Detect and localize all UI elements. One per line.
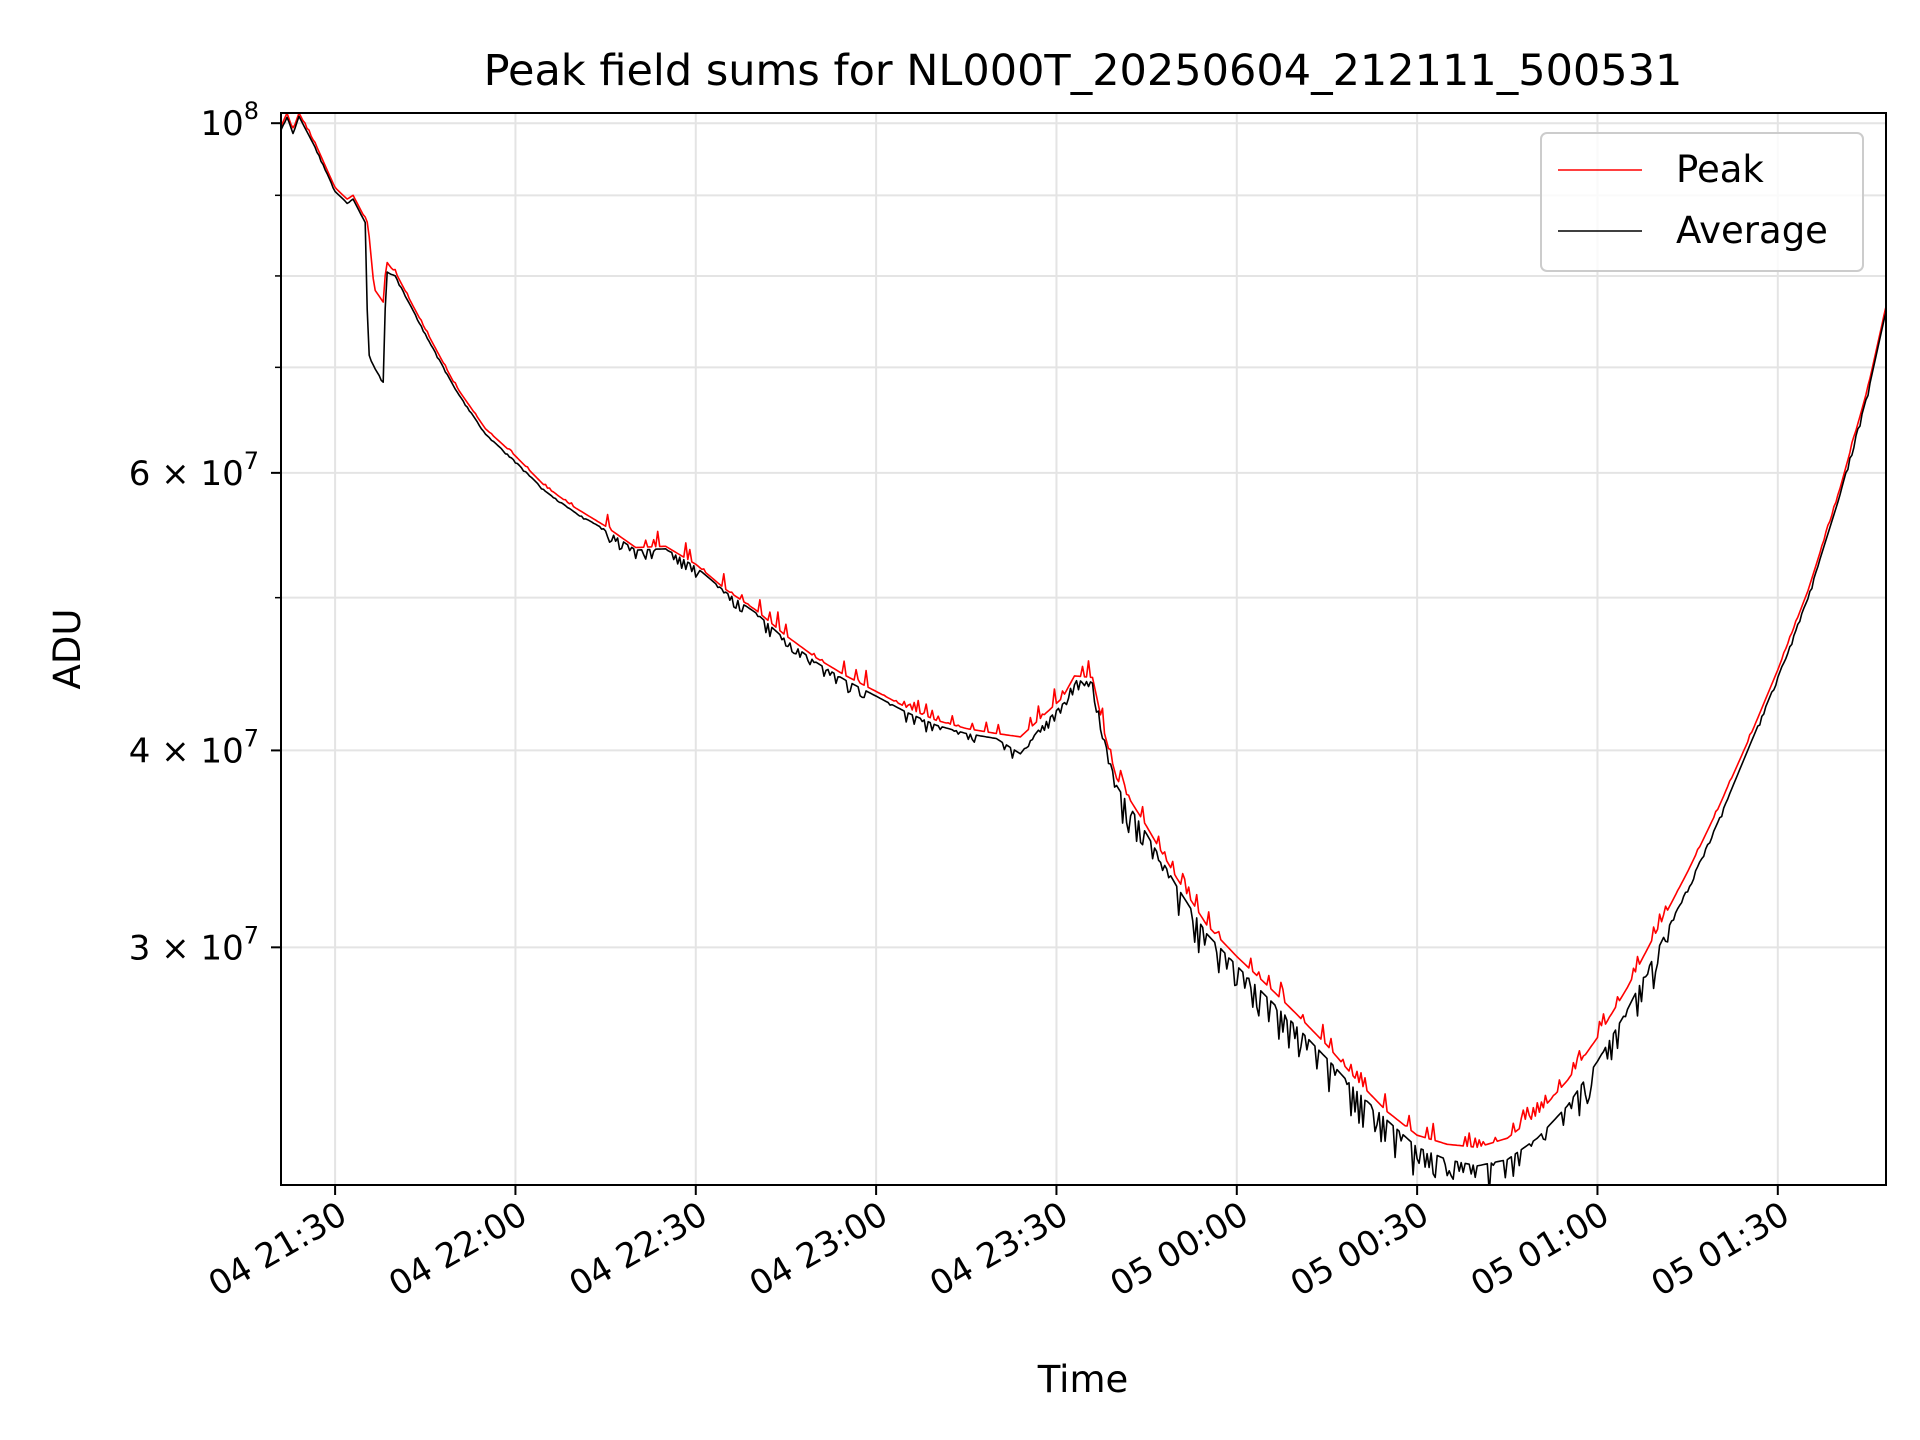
x-axis-label: Time [1037, 1358, 1129, 1401]
gridlines [281, 113, 1886, 1185]
y-tick-exponent: 7 [244, 724, 259, 752]
y-tick-label: 108 [200, 97, 259, 144]
plot-frame [280, 112, 1887, 1186]
legend-box [1540, 132, 1864, 272]
y-tick-exponent: 7 [244, 921, 259, 949]
y-axis-label: ADU [46, 609, 89, 690]
y-tick-exponent: 7 [244, 447, 259, 475]
legend-label-peak: Peak [1676, 148, 1764, 191]
legend: Peak Average [1540, 132, 1864, 272]
series-layer [281, 113, 1886, 1185]
y-tick-label: 3 × 107 [129, 921, 259, 968]
series-line-peak [281, 113, 1886, 1149]
y-tick-mantissa: 10 [200, 104, 243, 144]
y-tick-label: 4 × 107 [129, 724, 259, 771]
y-tick-exponent: 8 [244, 97, 259, 125]
y-tick-mantissa: 6 × 10 [129, 454, 244, 494]
legend-label-average: Average [1676, 209, 1828, 252]
y-tick-label: 6 × 107 [129, 447, 259, 494]
y-tick-mantissa: 3 × 10 [129, 928, 244, 968]
y-tick-mantissa: 4 × 10 [129, 731, 244, 771]
chart-title: Peak field sums for NL000T_20250604_2121… [484, 46, 1683, 96]
series-line-average [281, 115, 1886, 1185]
